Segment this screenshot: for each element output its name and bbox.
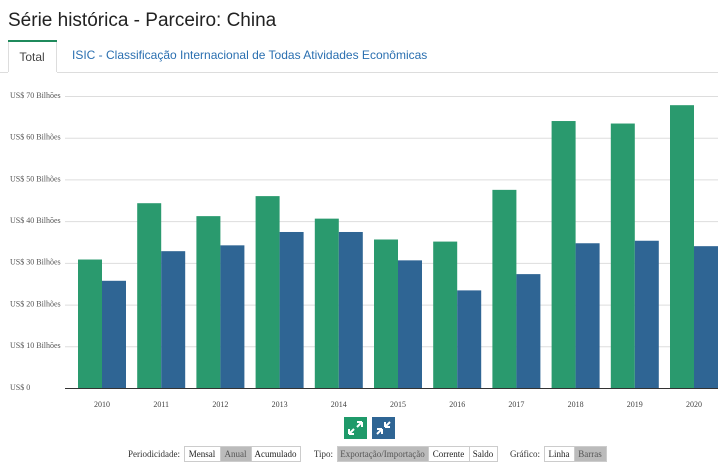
option-label[interactable]: Mensal <box>189 449 216 459</box>
y-tick-label: US$ 0 <box>10 383 30 392</box>
bar <box>433 241 458 388</box>
tab[interactable]: ISIC - Classificação Internacional de To… <box>72 48 427 62</box>
y-tick-label: US$ 50 Bilhões <box>10 174 61 183</box>
expand-icon <box>348 421 363 435</box>
bar <box>516 274 541 388</box>
collapse-button[interactable] <box>372 417 395 439</box>
control-label: Periodicidade: <box>128 449 180 459</box>
option-label[interactable]: Anual <box>225 449 247 459</box>
x-tick-label: 2018 <box>568 400 584 409</box>
option-label[interactable]: Linha <box>549 449 570 459</box>
bar <box>102 280 126 388</box>
collapse-icon <box>376 421 391 435</box>
bar <box>398 260 422 388</box>
y-tick-label: US$ 70 Bilhões <box>10 91 61 100</box>
tab[interactable]: Total <box>19 50 44 64</box>
control-label: Gráfico: <box>510 449 540 459</box>
bar <box>575 243 600 388</box>
y-tick-label: US$ 20 Bilhões <box>10 299 61 308</box>
bar <box>634 240 659 388</box>
option-label[interactable]: Barras <box>578 449 602 459</box>
y-tick-label: US$ 30 Bilhões <box>10 258 61 267</box>
x-tick-label: 2016 <box>449 400 465 409</box>
bar <box>551 121 576 389</box>
x-tick-label: 2014 <box>331 400 347 409</box>
bar <box>255 196 280 388</box>
bar <box>694 246 718 388</box>
y-tick-label: US$ 10 Bilhões <box>10 341 61 350</box>
bar <box>670 105 694 389</box>
option-label[interactable]: Saldo <box>473 449 494 459</box>
x-tick-label: 2017 <box>508 400 524 409</box>
bar <box>137 203 162 388</box>
x-tick-label: 2015 <box>390 400 406 409</box>
option-label[interactable]: Acumulado <box>255 449 297 459</box>
page-title: Série histórica - Parceiro: China <box>8 10 277 31</box>
y-tick-label: US$ 60 Bilhões <box>10 133 61 142</box>
control-label: Tipo: <box>314 449 333 459</box>
bar <box>78 259 102 388</box>
bar <box>314 218 339 388</box>
option-label[interactable]: Corrente <box>433 449 465 459</box>
bar <box>457 290 482 388</box>
x-tick-label: 2010 <box>94 400 110 409</box>
bar <box>220 245 245 388</box>
x-tick-label: 2012 <box>212 400 228 409</box>
bar <box>374 239 398 388</box>
x-tick-label: 2019 <box>627 400 643 409</box>
bar <box>610 123 635 388</box>
bar <box>338 231 363 388</box>
bar <box>196 216 221 388</box>
bar <box>161 251 186 388</box>
bar <box>279 231 304 388</box>
y-tick-label: US$ 40 Bilhões <box>10 216 61 225</box>
expand-button[interactable] <box>344 417 367 439</box>
x-tick-label: 2011 <box>153 400 169 409</box>
x-tick-label: 2013 <box>272 400 288 409</box>
bar <box>492 189 517 388</box>
x-tick-label: 2020 <box>686 400 702 409</box>
option-label[interactable]: Exportação/Importação <box>340 449 425 459</box>
